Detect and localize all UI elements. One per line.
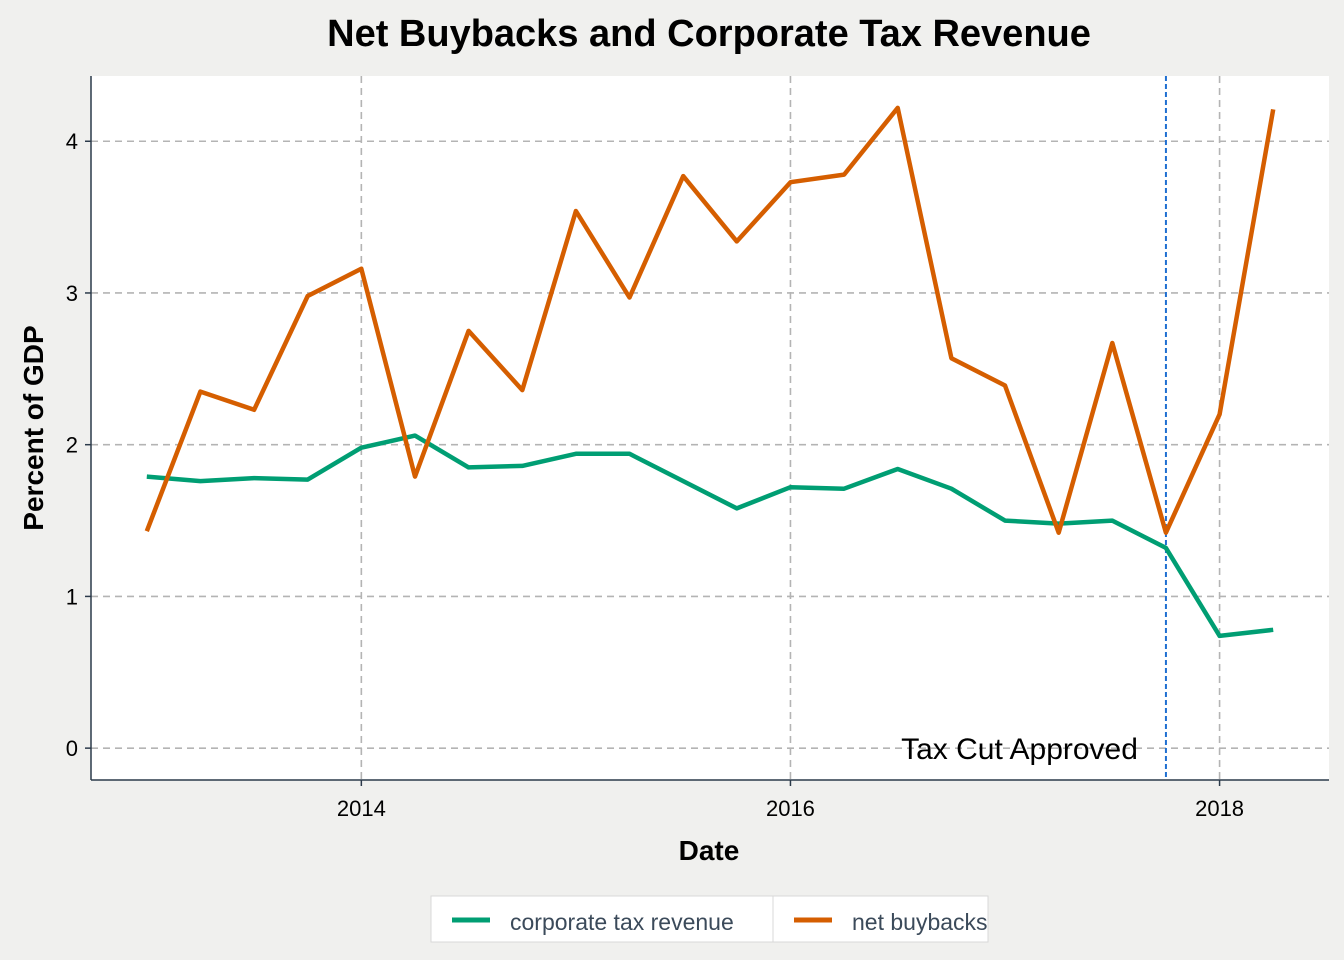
x-tick-label-2018: 2018 <box>1195 796 1244 821</box>
x-tick-label-2016: 2016 <box>766 796 815 821</box>
chart-title: Net Buybacks and Corporate Tax Revenue <box>327 13 1091 55</box>
y-tick-label-4: 4 <box>66 129 78 154</box>
tax-cut-annotation: Tax Cut Approved <box>901 733 1138 766</box>
y-tick-label-0: 0 <box>66 736 78 761</box>
plot-panel <box>91 76 1329 780</box>
y-tick-label-2: 2 <box>66 433 78 458</box>
series-line-net-buybacks <box>144 105 1276 535</box>
series-lines <box>144 105 1276 639</box>
y-ticks: 0 1 2 3 4 <box>66 129 91 761</box>
series-line-corporate-tax-revenue <box>146 433 1274 639</box>
y-tick-label-3: 3 <box>66 281 78 306</box>
x-ticks: 2014 2016 2018 <box>337 780 1244 821</box>
legend: corporate tax revenue net buybacks <box>430 895 989 943</box>
y-tick-label-1: 1 <box>66 584 78 609</box>
y-axis-title: Percent of GDP <box>18 325 49 530</box>
legend-box <box>430 895 989 943</box>
x-tick-label-2014: 2014 <box>337 796 386 821</box>
x-axis-title: Date <box>679 835 740 866</box>
grid-lines <box>91 76 1329 780</box>
legend-label-corporate-tax-revenue: corporate tax revenue <box>510 909 734 935</box>
legend-label-net-buybacks: net buybacks <box>852 909 988 935</box>
annotation-group: Tax Cut Approved <box>901 76 1167 780</box>
